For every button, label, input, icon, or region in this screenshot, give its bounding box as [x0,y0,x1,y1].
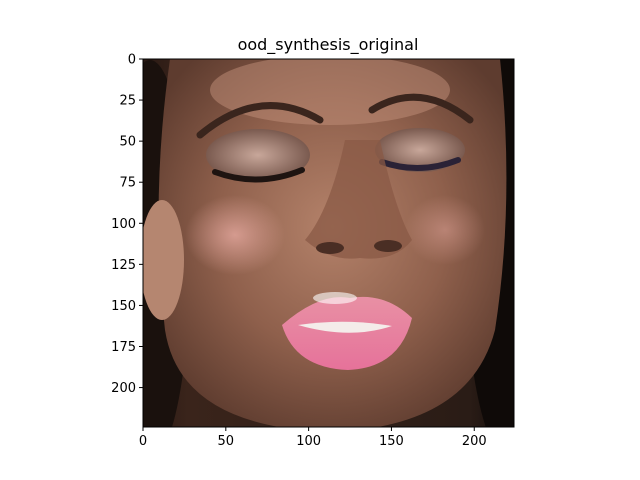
ear-left [143,200,184,320]
y-tick-label: 175 [111,340,136,355]
y-tick-label: 25 [119,94,136,109]
y-tick-label: 125 [111,258,136,273]
axes-frame [142,58,515,428]
eyelid-left [206,129,310,181]
y-tick-label: 150 [111,299,136,314]
eyelid-right [375,128,465,172]
y-tick-label: 0 [128,53,136,68]
lash-right [379,157,461,172]
x-tick-label: 0 [139,434,147,449]
y-tick-label: 100 [111,217,136,232]
y-tick-label: 75 [119,176,136,191]
x-tick-label: 200 [462,434,487,449]
x-axis: 0 50 100 150 200 [139,427,487,449]
lips [282,296,412,370]
brow-right [368,93,474,124]
teeth [298,321,392,333]
chart-title: ood_synthesis_original [238,35,419,55]
y-tick-label: 50 [119,135,136,150]
x-tick-label: 100 [296,434,321,449]
y-tick-label: 200 [111,381,136,396]
nose [305,140,412,259]
cheek-right [405,195,485,265]
brow-left [196,102,324,139]
face-image [143,59,514,427]
nostril-left [316,242,344,254]
lip-shine [313,292,357,304]
lash-left [212,167,305,183]
y-axis: 0 25 50 75 100 125 150 175 200 [111,53,143,396]
forehead-highlight [210,59,450,125]
nostril-right [374,240,402,252]
x-tick-label: 50 [218,434,235,449]
x-tick-label: 150 [379,434,404,449]
cheek-left [185,195,285,275]
